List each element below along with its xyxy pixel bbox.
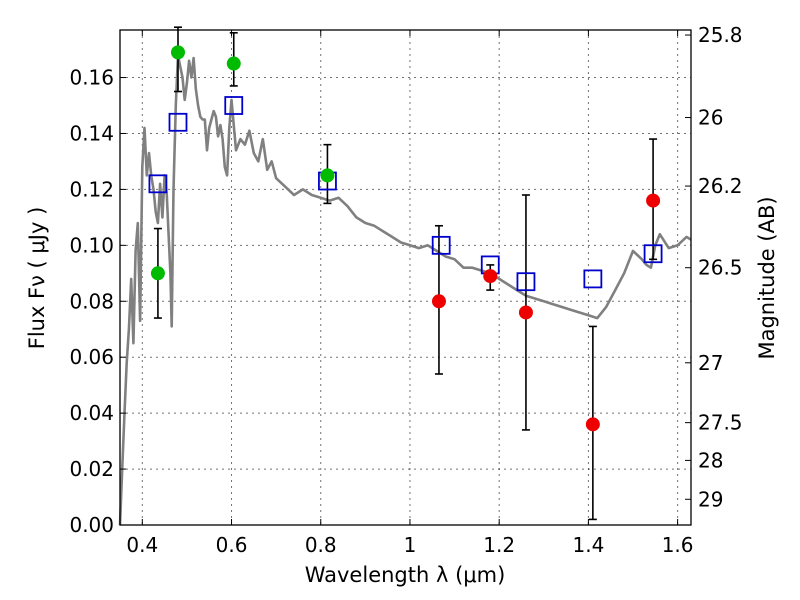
observed-points <box>150 45 661 432</box>
x-tick-label: 1.2 <box>483 533 515 557</box>
model-box-marker <box>516 272 536 292</box>
model-box-marker <box>431 235 451 255</box>
model-box-marker <box>148 174 168 194</box>
red-data-point <box>483 269 498 284</box>
x-tick-label: 1.4 <box>572 533 604 557</box>
sed-line <box>118 53 692 526</box>
right-tick-label: 26.5 <box>698 256 743 280</box>
green-data-point <box>150 266 165 281</box>
y-tick-label: 0.02 <box>69 457 114 481</box>
x-tick-label: 0.4 <box>126 533 158 557</box>
y-tick-label: 0.10 <box>69 233 114 257</box>
y-tick-label: 0.12 <box>69 177 114 201</box>
red-data-point <box>431 294 446 309</box>
red-data-point <box>585 417 600 432</box>
y-axis-title: Flux Fν ( μJy ) <box>25 207 49 350</box>
y-tick-label: 0.00 <box>69 513 114 537</box>
right-tick-label: 25.8 <box>698 23 743 47</box>
right-axis-title: Magnitude (AB) <box>755 196 779 359</box>
right-tick-label: 29 <box>698 487 723 511</box>
right-tick-label: 27.5 <box>698 411 743 435</box>
right-tick-label: 26 <box>698 106 723 130</box>
y-tick-label: 0.16 <box>69 66 114 90</box>
sed-curve <box>118 53 692 526</box>
y-tick-label: 0.14 <box>69 121 114 145</box>
y-tick-label: 0.04 <box>69 401 114 425</box>
model-box-marker <box>168 112 188 132</box>
x-tick-label: 1.6 <box>662 533 694 557</box>
red-data-point <box>518 305 533 320</box>
y-tick-label: 0.06 <box>69 345 114 369</box>
model-box-marker <box>224 96 244 115</box>
model-box-marker <box>643 244 663 264</box>
right-tick-label: 26.2 <box>698 174 743 198</box>
plot-frame <box>119 29 692 526</box>
right-tick-label: 27 <box>698 351 723 375</box>
red-data-point <box>646 193 661 208</box>
x-tick-label: 0.8 <box>305 533 337 557</box>
green-data-point <box>170 45 185 60</box>
x-axis-title: Wavelength λ (μm) <box>305 563 506 587</box>
right-tick-label: 28 <box>698 448 723 472</box>
axes: 0.4 0.6 0.8 1 1.2 1.4 1.6 0.00 0.02 0.04 0.06 0.08 0… <box>69 23 742 557</box>
x-tick-label: 0.6 <box>216 533 248 557</box>
y-tick-label: 0.08 <box>69 289 114 313</box>
green-data-point <box>226 56 241 71</box>
model-box-marker <box>583 269 603 289</box>
green-data-point <box>320 168 335 183</box>
x-tick-label: 1 <box>404 533 417 557</box>
